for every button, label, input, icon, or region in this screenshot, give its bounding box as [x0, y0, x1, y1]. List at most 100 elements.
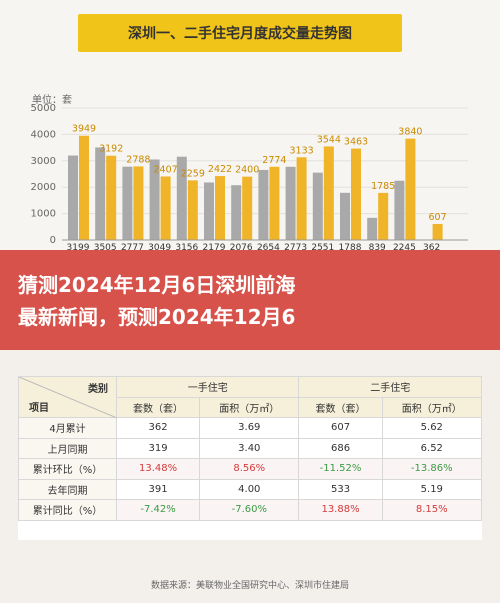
data-label-first-hand: 2777	[121, 243, 144, 253]
table-row: 累计环比（%） 13.48% 8.56% -11.52% -13.86%	[18, 458, 483, 480]
table-cell: 5.19	[381, 478, 483, 500]
bar-second-hand	[351, 148, 361, 240]
bar-second-hand	[405, 138, 416, 240]
bar-first-hand	[95, 147, 106, 240]
col-header: 面积（万㎡）	[381, 396, 483, 418]
bar-first-hand	[122, 166, 133, 240]
group-second-hand: 二手住宅	[298, 376, 482, 398]
source-note: 数据来源：美联物业全国研究中心、深圳市住建局	[150, 581, 349, 591]
group-first-hand: 一手住宅	[115, 376, 300, 398]
data-label-first-hand: 839	[369, 243, 386, 253]
bar-second-hand	[432, 223, 443, 240]
data-label-second-hand: 607	[429, 212, 447, 223]
table-cell: 4.00	[199, 478, 300, 500]
table-cell: 8.56%	[199, 458, 300, 480]
headline-line-1: 猜测2024年12月6日深圳前海	[18, 273, 296, 297]
table-cell: -7.60%	[199, 499, 300, 521]
y-tick-label: 4000	[31, 129, 56, 140]
headline-line-2: 最新新闻，预测2024年12月6	[18, 305, 296, 329]
data-label-second-hand: 1785	[371, 181, 395, 192]
table-cell: 6.52	[381, 437, 483, 459]
data-label-second-hand: 3192	[99, 144, 123, 155]
table-cell: -13.86%	[381, 458, 483, 480]
table-cell: -7.42%	[115, 499, 201, 521]
bar-first-hand	[367, 217, 378, 240]
bar-second-hand	[215, 176, 225, 240]
bar-second-hand	[187, 180, 198, 240]
chart-title: 深圳一、二手住宅月度成交量走势图	[78, 14, 402, 52]
col-header: 套数（套）	[298, 396, 383, 418]
data-label-second-hand: 2400	[235, 165, 259, 176]
table-group-header: 类别 项目 一手住宅 二手住宅	[18, 376, 482, 418]
table-cell: 8.15%	[381, 499, 483, 521]
bar-first-hand	[312, 172, 323, 240]
table-row: 去年同期 391 4.00 533 5.19	[18, 478, 483, 500]
bar-first-hand	[204, 182, 214, 240]
data-label-first-hand: 3199	[67, 243, 90, 253]
row-label: 4月累计	[18, 417, 117, 439]
data-label-second-hand: 3133	[290, 145, 314, 156]
data-label-second-hand: 2788	[126, 154, 150, 165]
data-label-first-hand: 2551	[311, 243, 334, 253]
bar-chart: 0 1000 2000 3000 4000 5000 3949 3199 3192 3505 278…	[31, 103, 468, 253]
chart-area: 深圳一、二手住宅月度成交量走势图 单位：套 0 1000 2000 3000 4000 5…	[0, 0, 500, 265]
data-label-second-hand: 2774	[262, 155, 286, 166]
corner-top-label: 类别	[88, 384, 108, 395]
bar-second-hand	[378, 192, 389, 240]
table-cell: 686	[298, 437, 383, 459]
table-row: 上月同期 319 3.40 686 6.52	[18, 437, 483, 459]
y-tick-label: 5000	[31, 103, 56, 114]
bar-second-hand	[106, 155, 117, 240]
bar-second-hand	[242, 176, 253, 240]
table-cell: 5.62	[381, 417, 483, 439]
data-label-second-hand: 2259	[181, 168, 205, 179]
y-unit-label: 单位：套	[32, 95, 72, 106]
data-label-second-hand: 3840	[398, 127, 422, 138]
headline-banner: 猜测2024年12月6日深圳前海 最新新闻，预测2024年12月6	[0, 250, 500, 350]
bar-second-hand	[296, 157, 307, 240]
table-cell: 3.40	[199, 437, 300, 459]
bar-first-hand	[394, 180, 405, 240]
bar-first-hand	[231, 185, 242, 240]
row-label: 累计环比（%）	[18, 458, 117, 480]
data-label-first-hand: 2245	[393, 243, 416, 253]
bar-first-hand	[176, 156, 187, 240]
table-row: 累计同比（%） -7.42% -7.60% 13.88% 8.15%	[18, 499, 483, 521]
bar-second-hand	[160, 176, 171, 240]
row-label: 累计同比（%）	[18, 499, 117, 521]
data-label-first-hand: 2654	[257, 243, 280, 253]
col-header: 面积（万㎡）	[199, 396, 300, 418]
row-label: 去年同期	[18, 478, 117, 500]
table-cell: -11.52%	[298, 458, 383, 480]
y-tick-label: 3000	[31, 156, 56, 167]
table-cell: 319	[115, 437, 201, 459]
table-corner-cell: 类别 项目	[18, 376, 117, 418]
bar-second-hand	[323, 146, 334, 240]
corner-bottom-label: 项目	[29, 403, 49, 414]
data-label-second-hand: 2407	[154, 164, 178, 175]
data-label-second-hand: 3463	[344, 137, 368, 148]
data-label-first-hand: 2179	[203, 243, 226, 253]
data-label-second-hand: 3544	[317, 134, 341, 145]
bar-first-hand	[68, 155, 78, 240]
table-cell: 362	[115, 417, 201, 439]
row-label: 上月同期	[18, 437, 117, 459]
table-sub-header: 套数（套） 面积（万㎡） 套数（套） 面积（万㎡）	[18, 396, 483, 418]
col-header: 套数（套）	[115, 396, 201, 418]
data-label-first-hand: 3156	[175, 243, 198, 253]
corner-diagonal	[19, 377, 117, 418]
bar-first-hand	[340, 192, 350, 240]
table-row: 4月累计 362 3.69 607 5.62	[18, 417, 483, 439]
data-label-first-hand: 1788	[339, 243, 362, 253]
data-label-first-hand: 3049	[148, 243, 171, 253]
table-cell: 391	[115, 478, 201, 500]
data-label-second-hand: 3949	[72, 124, 96, 135]
table-cell: 607	[298, 417, 383, 439]
table-cell: 3.69	[199, 417, 300, 439]
bar-first-hand	[258, 169, 269, 240]
bar-second-hand	[79, 135, 89, 240]
y-tick-label: 0	[50, 235, 56, 246]
bar-second-hand	[269, 166, 280, 240]
table-cell: 533	[298, 478, 383, 500]
stats-table: 类别 项目 一手住宅 二手住宅 套数（套） 面积（万㎡） 套数（套） 面积（万㎡…	[18, 376, 483, 540]
